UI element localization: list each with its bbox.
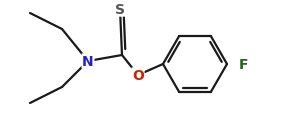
Text: O: O (132, 68, 144, 82)
Text: N: N (82, 55, 94, 68)
Text: F: F (239, 58, 249, 71)
Text: S: S (115, 3, 125, 17)
